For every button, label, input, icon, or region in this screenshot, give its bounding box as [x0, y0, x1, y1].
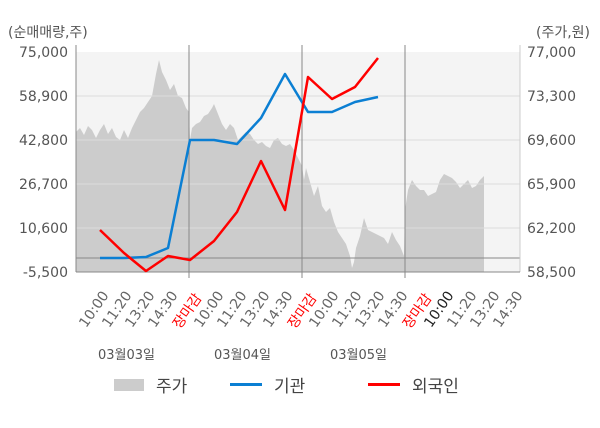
line-swatch-icon	[230, 383, 262, 386]
left-ytick: 75,000	[19, 45, 68, 61]
foreign-line	[99, 57, 379, 273]
legend-item-price: 주가	[114, 372, 187, 397]
right-ytick: 58,500	[527, 265, 576, 281]
left-ytick: 26,700	[19, 177, 68, 193]
right-axis-unit: (주가,원)	[535, 25, 590, 41]
right-ytick: 73,300	[527, 89, 576, 105]
left-ytick: 10,600	[19, 221, 68, 237]
date-label: 03월03일	[98, 348, 156, 363]
left-ytick: -5,500	[22, 265, 68, 281]
chart-plot-area	[75, 45, 521, 278]
area-swatch-icon	[114, 378, 144, 391]
right-ytick: 65,900	[527, 177, 576, 193]
line-swatch-icon	[368, 383, 400, 386]
institution-line	[100, 72, 379, 260]
left-ytick: 42,800	[19, 133, 68, 149]
right-ytick: 69,600	[527, 133, 576, 149]
date-label: 03월04일	[214, 348, 272, 363]
left-axis-unit: (순매매량,주)	[8, 25, 88, 41]
price-area	[76, 60, 484, 272]
legend-item-foreign: 외국인	[368, 372, 459, 397]
legend-item-institution: 기관	[230, 372, 305, 397]
right-ytick: 77,000	[527, 45, 576, 61]
legend-label: 주가	[156, 377, 188, 397]
right-ytick: 62,200	[527, 221, 576, 237]
chart-legend: 주가 기관 외국인	[0, 372, 600, 402]
date-label: 03월05일	[330, 348, 388, 363]
left-ytick: 58,900	[19, 89, 68, 105]
legend-label: 외국인	[412, 377, 459, 397]
legend-label: 기관	[274, 377, 306, 397]
